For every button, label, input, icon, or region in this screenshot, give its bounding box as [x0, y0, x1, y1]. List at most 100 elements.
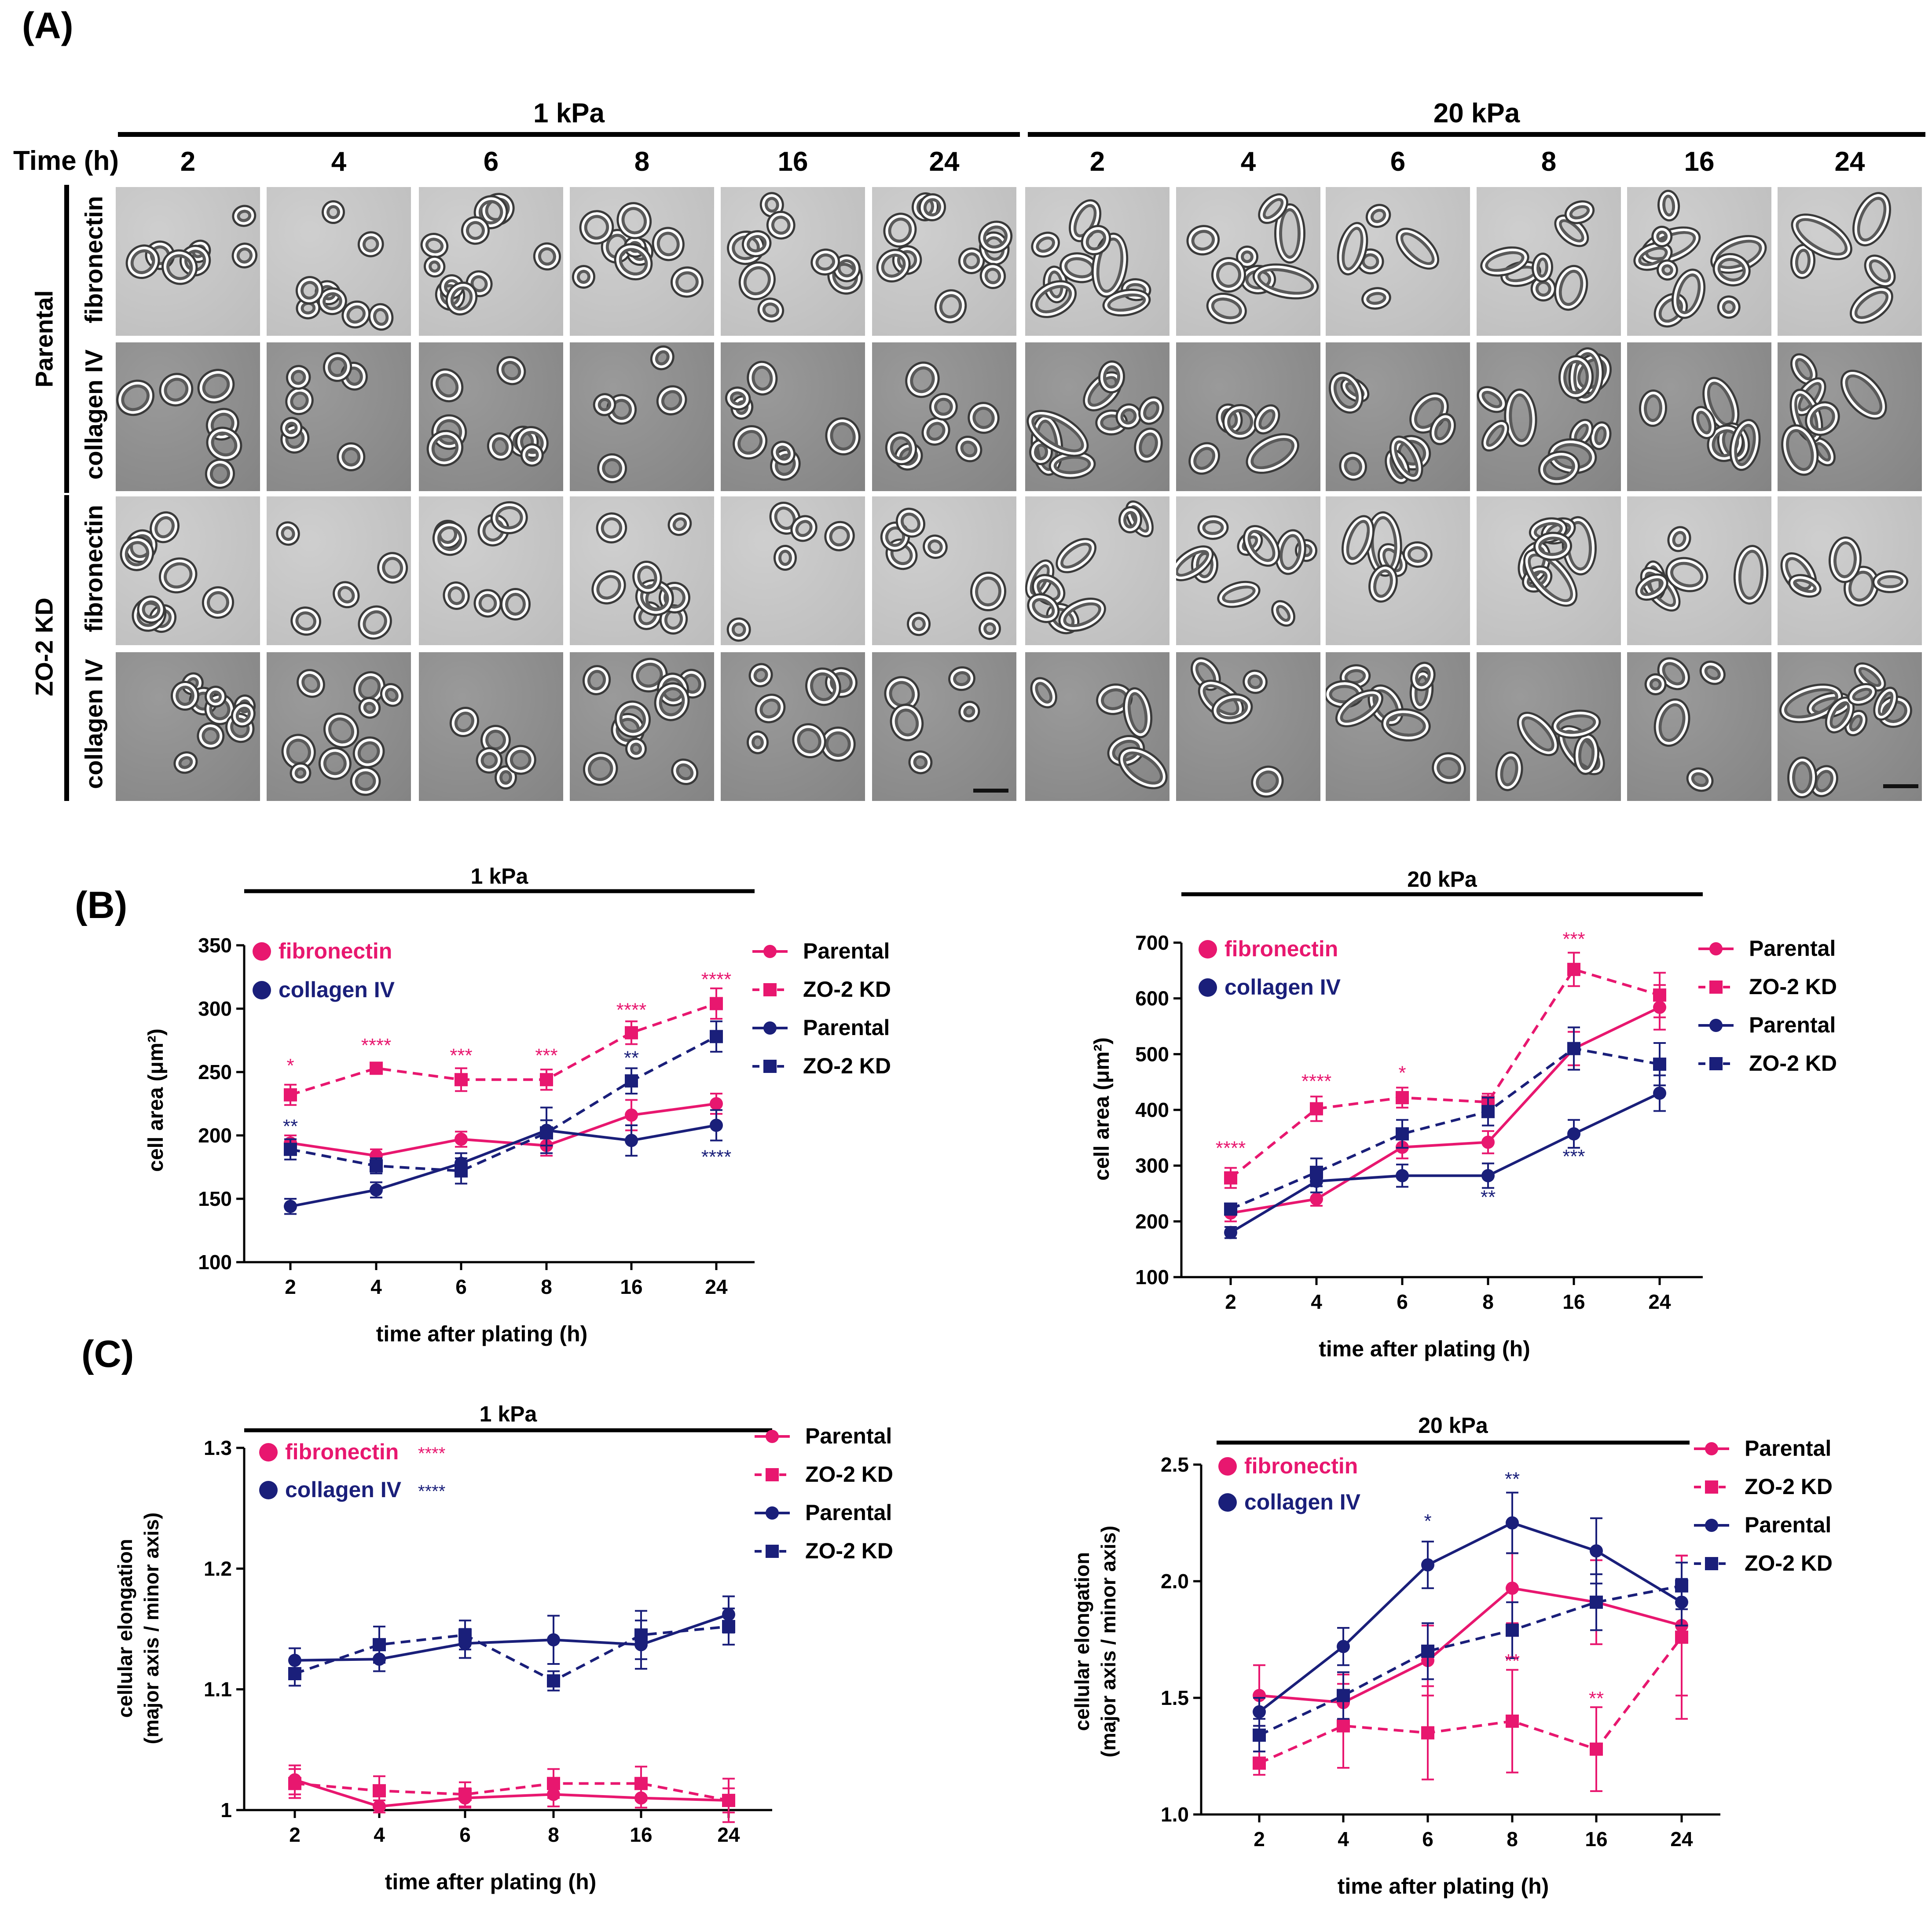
y-tick-label: 300: [198, 997, 232, 1020]
cell-shape: [337, 442, 365, 471]
cell-shape: [729, 619, 750, 640]
data-point: [1396, 1091, 1409, 1105]
cell-shape: [420, 232, 449, 259]
micrograph-tile: [267, 496, 411, 645]
significance-mark: ***: [535, 1045, 557, 1066]
significance-mark: **: [1481, 1186, 1496, 1208]
legend-series-label: ZO-2 KD: [1749, 974, 1837, 999]
data-point: [547, 1674, 560, 1688]
cell-shape: [1666, 525, 1693, 553]
significance-mark: *: [286, 1055, 294, 1076]
cell-shape: [582, 665, 612, 696]
data-point: [1224, 1171, 1237, 1185]
group-bar-1kpa: [118, 132, 1020, 137]
cell-shape: [752, 690, 788, 727]
micrograph-tile: [1627, 342, 1771, 491]
data-point: [1481, 1105, 1495, 1118]
time-header: 24: [929, 147, 960, 177]
group-header-20kpa: 20 kPa: [1433, 98, 1520, 129]
micrograph-tile: [1025, 496, 1169, 645]
legend-series-marker: [1705, 1480, 1718, 1494]
cell-shape: [1846, 281, 1897, 329]
cell-shape: [748, 732, 767, 753]
cell-shape: [351, 768, 380, 795]
substrate-label-parental-col: collagen IV: [80, 349, 108, 480]
cell-shape: [1133, 426, 1165, 464]
x-tick-label: 8: [548, 1823, 559, 1846]
cell-shape: [156, 554, 201, 597]
data-point: [1506, 1581, 1519, 1595]
micrograph-tile: [267, 652, 411, 801]
cell-shape: [196, 721, 226, 750]
data-point: [1567, 1042, 1580, 1055]
legend-collagen-marker: [253, 981, 271, 999]
cell-shape: [1659, 191, 1679, 220]
cell-shape: [593, 509, 631, 547]
micrograph-tile: [1176, 652, 1320, 801]
data-point: [1224, 1226, 1237, 1239]
cell-shape: [921, 533, 949, 560]
cell-shape: [1251, 402, 1283, 436]
series-line: [294, 1778, 729, 1808]
cell-shape: [1276, 206, 1303, 261]
series-line: [1258, 1521, 1683, 1713]
cell-shape: [1238, 247, 1257, 266]
micrograph-tile: [267, 187, 411, 336]
cell-shape: [1326, 369, 1367, 416]
data-point: [547, 1777, 560, 1790]
cell-shape: [595, 451, 630, 486]
legend-series-marker: [1709, 1019, 1723, 1032]
time-axis-label: Time (h): [13, 146, 119, 176]
data-point: [634, 1628, 648, 1642]
cell-shape: [1052, 534, 1100, 578]
cell-shape: [728, 421, 772, 464]
data-point: [370, 1159, 383, 1173]
cell-shape: [1874, 572, 1907, 592]
cell-shape: [1136, 394, 1167, 427]
legend-fibronectin-marker: [1218, 1457, 1237, 1476]
x-tick-label: 4: [1338, 1828, 1349, 1851]
micrograph-tile: [116, 187, 260, 336]
x-tick-label: 8: [1507, 1828, 1518, 1851]
cell-shape: [671, 266, 703, 297]
y-tick-label: 600: [1135, 987, 1169, 1010]
y-axis-label-text: cell area (μm²): [1090, 1037, 1114, 1181]
y-tick-label: 500: [1135, 1043, 1169, 1065]
micrograph-tile: [1025, 187, 1169, 336]
legend-collagen-label: collagen IV: [1244, 1490, 1361, 1514]
legend-collagen-stars: ****: [418, 1482, 445, 1501]
legend-collagen-marker: [1218, 1493, 1237, 1512]
legend-series-label: Parental: [1745, 1513, 1831, 1537]
y-tick-label: 300: [1135, 1154, 1169, 1177]
x-tick-label: 6: [459, 1823, 471, 1846]
legend-series-marker: [766, 1506, 779, 1520]
cell-shape: [1431, 751, 1466, 785]
cell-shape: [1734, 546, 1769, 604]
data-point: [722, 1620, 735, 1634]
legend-series-marker: [1709, 1057, 1723, 1070]
micrograph-tile: [1477, 496, 1621, 645]
data-point: [540, 1073, 553, 1087]
cell-shape: [734, 257, 780, 304]
legend-series-marker: [1705, 1519, 1718, 1532]
cell-shape: [919, 414, 953, 448]
cell-shape: [1789, 758, 1815, 797]
x-tick-label: 8: [1482, 1290, 1494, 1313]
significance-mark: ***: [450, 1045, 472, 1066]
cell-shape: [330, 578, 363, 611]
legend-collagen-label: collagen IV: [279, 977, 395, 1002]
data-point: [634, 1777, 648, 1790]
cell-shape: [349, 733, 389, 772]
data-point: [458, 1788, 472, 1801]
chart-title: 1 kPa: [471, 864, 529, 889]
cell-shape: [788, 720, 830, 762]
data-point: [1653, 1058, 1666, 1071]
legend-series-label: ZO-2 KD: [803, 1054, 891, 1078]
y-axis-label-line: (major axis / minor axis): [1097, 1526, 1120, 1758]
legend-collagen-marker: [259, 1481, 278, 1499]
substrate-label-zo2kd-col: collagen IV: [80, 659, 108, 789]
cell-shape: [1848, 189, 1896, 250]
data-point: [540, 1126, 553, 1140]
